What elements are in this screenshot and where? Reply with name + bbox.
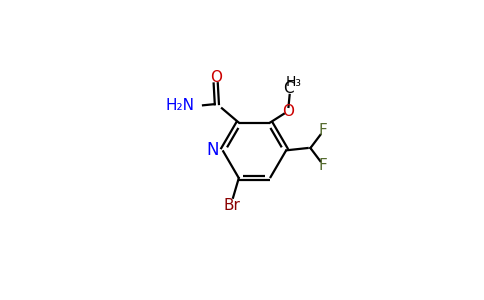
Text: O: O (283, 103, 294, 118)
Text: F: F (319, 158, 328, 173)
Text: H₂N: H₂N (166, 98, 195, 113)
Text: C: C (283, 81, 294, 96)
Text: O: O (210, 70, 222, 85)
Text: H₃: H₃ (286, 74, 302, 88)
Text: F: F (319, 123, 328, 138)
Text: Br: Br (224, 198, 241, 213)
Text: N: N (206, 141, 218, 159)
